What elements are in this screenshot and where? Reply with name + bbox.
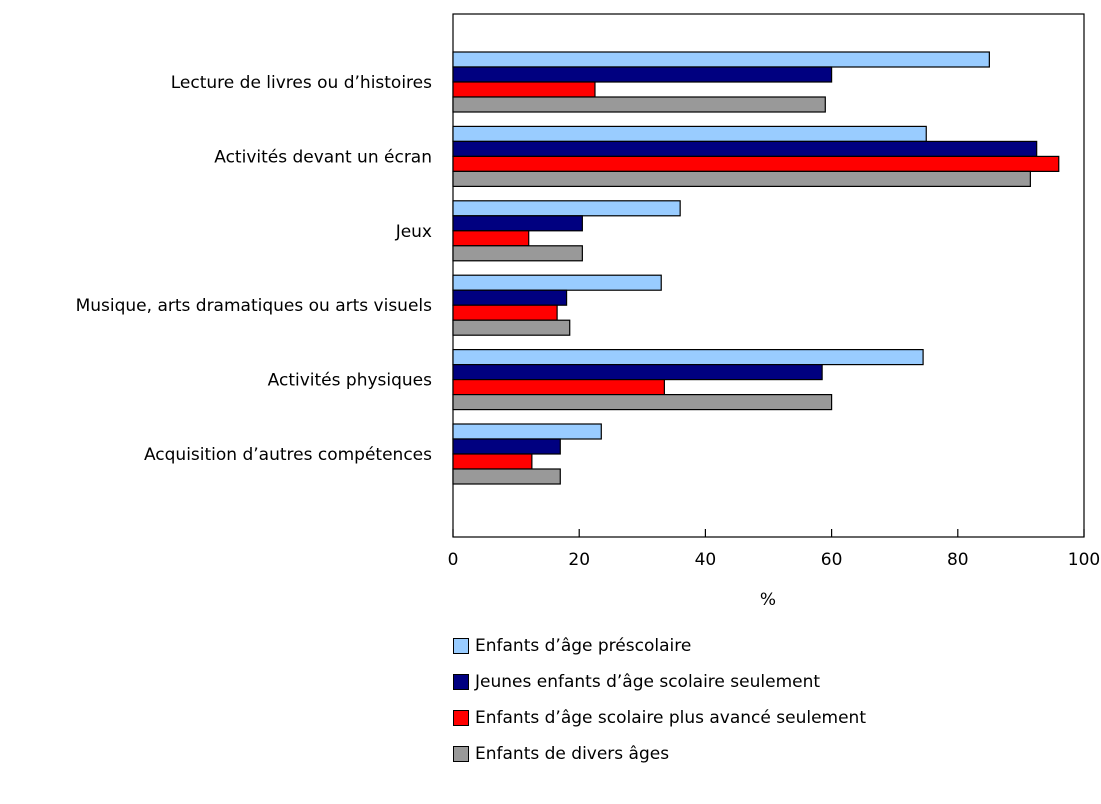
category-label: Activités physiques: [268, 371, 432, 391]
category-label: Lecture de livres ou d’histoires: [171, 73, 432, 93]
legend: Enfants d’âge préscolaire Jeunes enfants …: [453, 628, 866, 772]
bars-group: [452, 51, 1060, 485]
legend-swatch: [453, 674, 469, 690]
x-tick-label: 80: [947, 550, 969, 570]
bar-2-series-0: [452, 200, 681, 217]
bar-1-series-2: [452, 155, 1060, 172]
bar-1-series-0: [452, 125, 927, 143]
bar-5-series-2: [452, 453, 533, 470]
legend-label: Enfants d’âge scolaire plus avancé seule…: [475, 708, 866, 728]
bar-1-series-1: [452, 140, 1038, 157]
legend-label: Jeunes enfants d’âge scolaire seulement: [475, 672, 821, 692]
legend-swatch: [453, 638, 469, 654]
bar-0-series-2: [452, 81, 596, 98]
legend-label: Enfants de divers âges: [475, 744, 670, 764]
bar-5-series-1: [452, 438, 561, 455]
x-tick-label: 60: [821, 550, 843, 570]
legend-swatch: [453, 746, 469, 762]
legend-item: Enfants d’âge scolaire plus avancé seule…: [453, 700, 866, 736]
legend-swatch: [453, 710, 469, 726]
bar-1-series-3: [452, 170, 1031, 187]
x-tick-label: 40: [695, 550, 717, 570]
bar-2-series-3: [452, 245, 583, 262]
legend-item: Enfants de divers âges: [453, 736, 866, 772]
legend-label: Enfants d’âge préscolaire: [475, 636, 692, 656]
bar-2-series-1: [452, 215, 583, 232]
category-label: Activités devant un écran: [214, 147, 432, 167]
bar-3-series-3: [452, 319, 571, 336]
bar-3-series-2: [452, 304, 558, 321]
category-labels: Lecture de livres ou d’histoires Activité…: [76, 73, 433, 465]
x-tick-label: 100: [1068, 550, 1100, 570]
legend-item: Enfants d’âge préscolaire: [453, 628, 866, 664]
bar-0-series-1: [452, 66, 833, 83]
bar-4-series-0: [452, 349, 924, 366]
bar-0-series-0: [452, 51, 990, 68]
bar-4-series-1: [452, 364, 823, 381]
bar-4-series-2: [452, 379, 665, 396]
bar-5-series-3: [452, 468, 561, 485]
legend-item: Jeunes enfants d’âge scolaire seulement: [453, 664, 866, 700]
x-tick-label: 0: [448, 550, 459, 570]
bar-4-series-3: [452, 394, 833, 411]
category-label: Jeux: [395, 222, 432, 242]
bar-3-series-1: [452, 289, 568, 306]
x-axis-label: %: [760, 590, 776, 610]
x-tick-label: 20: [568, 550, 590, 570]
category-label: Musique, arts dramatiques ou arts visuel…: [76, 296, 433, 316]
bar-2-series-2: [452, 230, 530, 247]
bar-3-series-0: [452, 274, 662, 291]
category-label: Acquisition d’autres compétences: [144, 445, 432, 465]
x-axis-ticks: 0 20 40 60 80 100: [448, 529, 1100, 570]
bar-5-series-0: [452, 423, 602, 440]
bar-0-series-3: [452, 96, 826, 113]
